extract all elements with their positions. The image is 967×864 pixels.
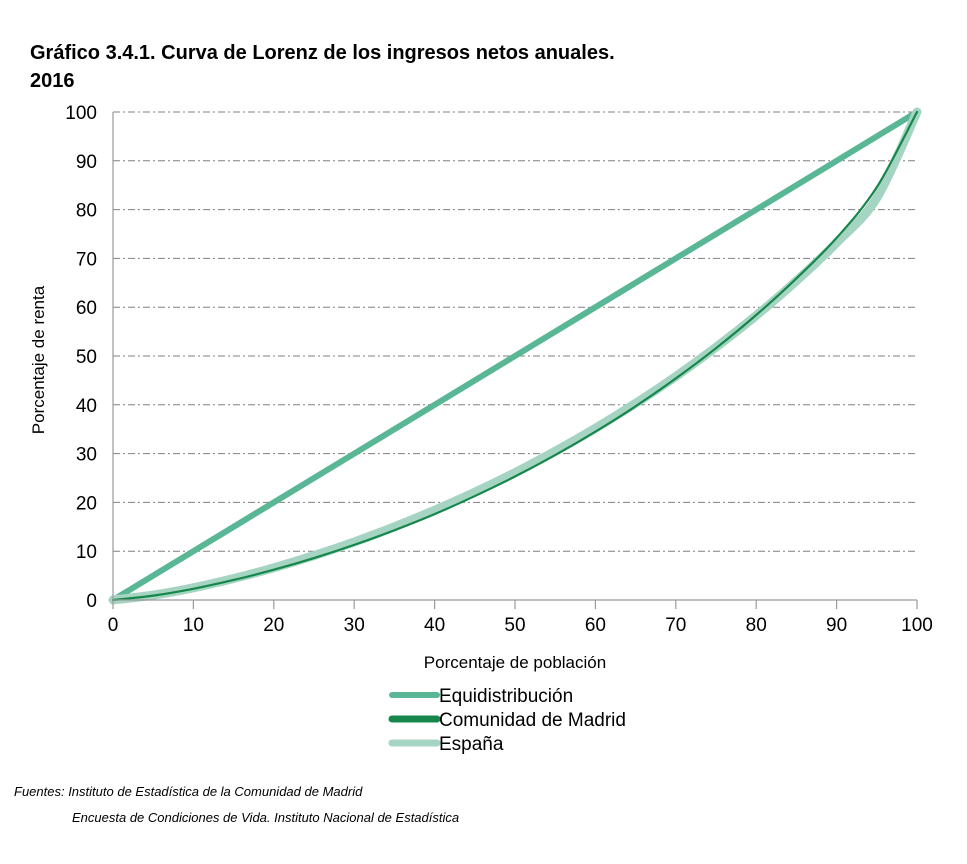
- x-tick-label-50: 50: [504, 615, 525, 636]
- x-axis-title: Porcentaje de población: [424, 653, 606, 672]
- x-tick-label-70: 70: [665, 615, 686, 636]
- legend-item-2[interactable]: Comunidad de Madrid: [388, 710, 626, 731]
- y-tick-label-90: 90: [76, 152, 97, 173]
- x-tick-label-60: 60: [585, 615, 606, 636]
- y-tick-label-70: 70: [76, 249, 97, 270]
- x-tick-label-90: 90: [826, 615, 847, 636]
- legend: Equidistribución Comunidad de Madrid Españ…: [388, 686, 626, 755]
- y-tick-labels: 0 10 20 30 40 50 60 70 80 90 100: [65, 103, 97, 612]
- chart-title-line2: 2016: [30, 70, 75, 92]
- x-tick-labels: 0 10 20 30 40 50 60 70 80 90 100: [108, 615, 933, 636]
- x-tick-label-80: 80: [746, 615, 767, 636]
- gridlines: [113, 111, 917, 552]
- x-tick-label-0: 0: [108, 615, 119, 636]
- legend-label-2: Comunidad de Madrid: [439, 710, 626, 731]
- y-tick-label-10: 10: [76, 542, 97, 563]
- chart-title-line1: Gráfico 3.4.1. Curva de Lorenz de los in…: [30, 42, 615, 64]
- axes: [112, 112, 918, 609]
- y-axis-title: Porcentaje de renta: [29, 285, 48, 434]
- series-line-espa-a: [108, 107, 922, 605]
- series-line-comunidad-de-madrid: [111, 110, 919, 602]
- x-tick-label-40: 40: [424, 615, 445, 636]
- y-tick-label-30: 30: [76, 445, 97, 466]
- source-line-1: Fuentes: Instituto de Estadística de la …: [14, 784, 363, 799]
- x-tick-label-30: 30: [344, 615, 365, 636]
- y-tick-label-100: 100: [65, 103, 97, 124]
- source-line-2: Encuesta de Condiciones de Vida. Institu…: [72, 810, 459, 825]
- series-lines: [108, 107, 922, 605]
- legend-label-3: España: [439, 734, 504, 755]
- y-tick-label-0: 0: [86, 591, 97, 612]
- y-tick-label-20: 20: [76, 493, 97, 514]
- y-tick-label-80: 80: [76, 201, 97, 222]
- legend-item-3[interactable]: España: [388, 734, 504, 755]
- x-tick-label-20: 20: [263, 615, 284, 636]
- x-tick-label-10: 10: [183, 615, 204, 636]
- legend-label-1: Equidistribución: [439, 686, 573, 707]
- y-tick-label-60: 60: [76, 298, 97, 319]
- x-tick-label-100: 100: [901, 615, 933, 636]
- legend-item-1[interactable]: Equidistribución: [389, 686, 573, 707]
- y-tick-label-50: 50: [76, 347, 97, 368]
- y-tick-label-40: 40: [76, 396, 97, 417]
- series-line-equidistribuci-n: [110, 109, 920, 603]
